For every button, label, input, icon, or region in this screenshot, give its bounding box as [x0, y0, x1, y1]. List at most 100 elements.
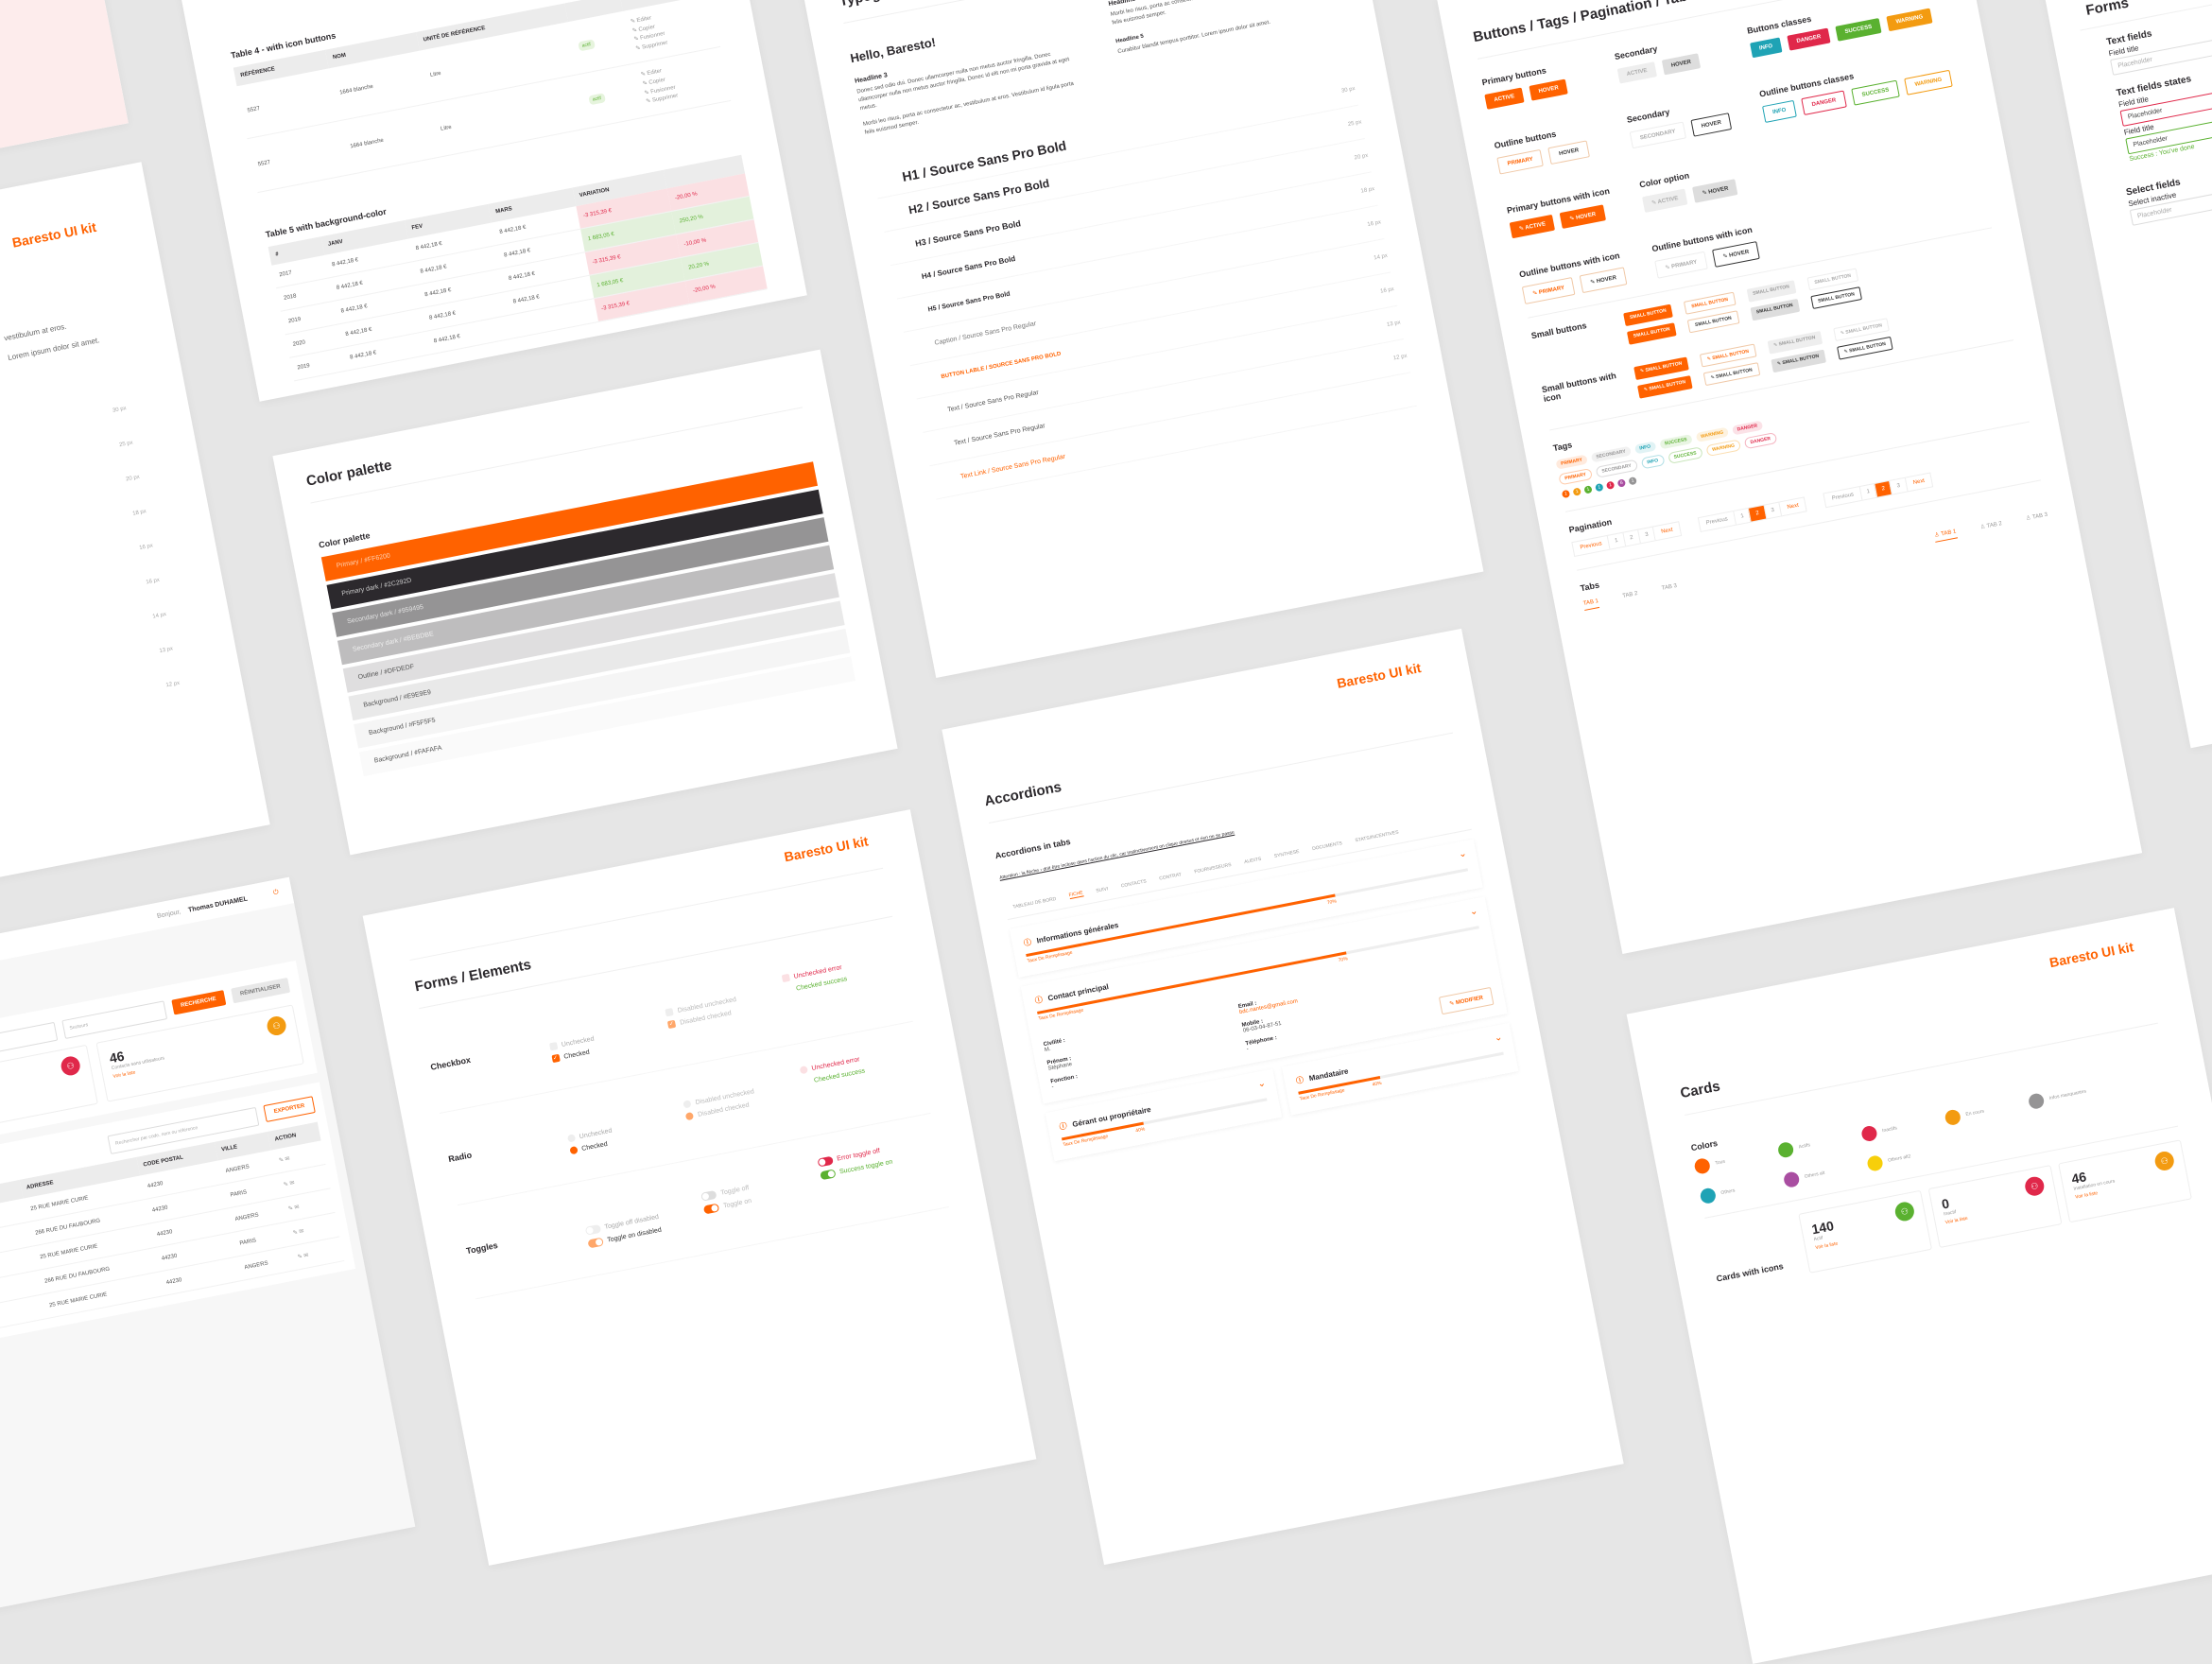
button-secondary[interactable]: SECONDARY [1629, 121, 1687, 149]
reset-button[interactable]: RÉINITIALISER [230, 977, 290, 1003]
tab-suivi[interactable]: SUIVI [1095, 885, 1109, 894]
user-name[interactable]: Thomas DUHAMEL [187, 895, 249, 914]
button-primary[interactable]: PRIMARY [1496, 148, 1545, 175]
button-danger[interactable]: DANGER [1787, 27, 1831, 51]
button-hover[interactable]: HOVER [1529, 78, 1569, 101]
toggle[interactable] [584, 1223, 601, 1236]
button-active[interactable]: ✎ ACTIVE [1509, 214, 1556, 239]
small-icon-button[interactable]: ✎ SMALL BUTTON [1771, 349, 1826, 373]
mail-icon[interactable]: ✉ [302, 1253, 310, 1259]
small-button[interactable]: SMALL BUTTON [1623, 303, 1674, 327]
tab-tableaudebord[interactable]: TABLEAU DE BORD [1011, 895, 1057, 910]
edit-button[interactable]: ✎ MODIFIER [1438, 986, 1495, 1015]
checkbox[interactable] [784, 986, 792, 995]
radio[interactable] [802, 1078, 810, 1086]
button-primary[interactable]: ✎ PRIMARY [1654, 251, 1708, 279]
pagination-previous[interactable]: Previous [1831, 492, 1855, 502]
small-icon-button[interactable]: ✎ SMALL BUTTON [1836, 336, 1894, 360]
chevron-icon[interactable]: ⌄ [1469, 906, 1479, 918]
tab-1[interactable]: TAB 1 [1582, 598, 1600, 611]
toggle[interactable] [586, 1237, 604, 1249]
tab-statsincentives[interactable]: STATS/INCENTIVES [1354, 829, 1400, 843]
toggle[interactable] [702, 1203, 720, 1215]
button-hover[interactable]: HOVER [1661, 53, 1702, 76]
tab-synthese[interactable]: SYNTHESE [1273, 848, 1300, 859]
button-active[interactable]: ✎ ACTIVE [1641, 188, 1688, 214]
chevron-icon[interactable]: ⌄ [1256, 1078, 1267, 1090]
button-danger[interactable]: DANGER [1801, 90, 1847, 115]
checkbox[interactable]: ✓ [666, 1019, 677, 1030]
tab-1[interactable]: ♙ TAB 1 [1933, 528, 1958, 543]
pagination-next[interactable]: Next [1904, 473, 1933, 492]
button-info[interactable]: INFO [1761, 99, 1797, 124]
button-warning[interactable]: WARNING [1886, 8, 1933, 32]
radio[interactable] [684, 1111, 695, 1121]
pagination-previous[interactable]: Previous [1580, 541, 1603, 551]
stat-card[interactable]: 46 Installation en cours Voir la liste ⚇ [2058, 1139, 2192, 1223]
toggle[interactable] [819, 1169, 837, 1181]
small-button[interactable]: SMALL BUTTON [1626, 322, 1677, 345]
tab-fiche[interactable]: FICHE [1068, 890, 1084, 900]
radio[interactable] [568, 1146, 579, 1155]
checkbox[interactable] [781, 973, 790, 983]
small-button[interactable]: SMALL BUTTON [1746, 280, 1797, 303]
small-button[interactable]: SMALL BUTTON [1810, 286, 1863, 310]
button-hover[interactable]: ✎ HOVER [1579, 267, 1628, 294]
button-hover[interactable]: ✎ HOVER [1692, 179, 1738, 203]
type-sample: Caption / Source Sans Pro Regular [934, 321, 1037, 347]
tab-2[interactable]: TAB 2 [1621, 590, 1639, 599]
small-icon-button[interactable]: ✎ SMALL BUTTON [1702, 362, 1760, 387]
power-icon[interactable]: ⏻ [272, 889, 280, 897]
tab-contrat[interactable]: CONTRAT [1158, 871, 1183, 882]
button-hover[interactable]: HOVER [1690, 113, 1733, 137]
search-button[interactable]: RECHERCHE [170, 989, 226, 1015]
button-success[interactable]: SUCCESS [1851, 79, 1900, 106]
small-icon-button[interactable]: ✎ SMALL BUTTON [1637, 375, 1693, 399]
tab-3[interactable]: TAB 3 [1661, 582, 1678, 592]
chevron-icon[interactable]: ⌄ [1458, 848, 1468, 860]
tab-documents[interactable]: DOCUMENTS [1311, 840, 1343, 852]
mail-icon[interactable]: ✉ [289, 1180, 296, 1187]
stat-card[interactable]: 0 Inactif Voir la liste ⚇ [1927, 1165, 2063, 1249]
button-active[interactable]: ACTIVE [1484, 87, 1525, 110]
checkbox[interactable] [665, 1008, 674, 1017]
type-size: 13 px [1386, 319, 1402, 328]
export-button[interactable]: EXPORTER [263, 1095, 316, 1122]
tab-audits[interactable]: AUDITS [1243, 856, 1262, 865]
radio[interactable] [566, 1134, 576, 1143]
chevron-icon[interactable]: ⌄ [1493, 1031, 1504, 1045]
tab-2[interactable]: ♙ TAB 2 [1979, 520, 2003, 530]
small-button[interactable]: SMALL BUTTON [1750, 298, 1801, 321]
pagination-next[interactable]: Next [1778, 497, 1806, 516]
radio[interactable] [683, 1100, 692, 1109]
type-sample: H5 / Source Sans Pro Bold [927, 290, 1011, 314]
button-warning[interactable]: WARNING [1904, 69, 1953, 95]
checkbox[interactable]: ✓ [550, 1053, 561, 1064]
button-hover[interactable]: ✎ HOVER [1560, 204, 1606, 229]
toggle[interactable] [817, 1155, 834, 1168]
tables-panel: Table 4 - with icon buttons RÉFÉRENCE NOM… [151, 0, 807, 402]
option-column: Toggle off Toggle on [699, 1159, 826, 1230]
checkbox[interactable] [548, 1042, 558, 1051]
button-active[interactable]: ACTIVE [1616, 61, 1657, 84]
small-button[interactable]: SMALL BUTTON [1687, 310, 1739, 334]
radio[interactable] [799, 1066, 808, 1075]
button-info[interactable]: INFO [1749, 37, 1783, 59]
tab-contacts[interactable]: CONTACTS [1120, 877, 1148, 889]
button-success[interactable]: SUCCESS [1835, 18, 1882, 42]
button-hover[interactable]: HOVER [1547, 140, 1590, 165]
type-sample[interactable]: Text Link / Source Sans Pro Regular [959, 453, 1066, 481]
type-size: 14 px [1373, 252, 1389, 261]
mail-icon[interactable]: ✉ [299, 1228, 305, 1236]
tab-3[interactable]: ♙ TAB 3 [2025, 511, 2048, 522]
button-primary[interactable]: ✎ PRIMARY [1521, 277, 1576, 304]
toggle[interactable] [700, 1189, 717, 1202]
button-hover[interactable]: ✎ HOVER [1712, 241, 1760, 268]
stat-card[interactable]: 140 Actif Voir la liste ⚇ [1798, 1189, 1933, 1274]
tab-fournisseurs[interactable]: FOURNISSEURS [1193, 861, 1233, 875]
cell[interactable]: edition.lesmaisons@gmail.com [0, 1294, 46, 1345]
mail-icon[interactable]: ✉ [285, 1156, 291, 1163]
mail-icon[interactable]: ✉ [294, 1205, 301, 1211]
pagination-next[interactable]: Next [1652, 522, 1681, 541]
pagination-previous[interactable]: Previous [1705, 516, 1729, 527]
